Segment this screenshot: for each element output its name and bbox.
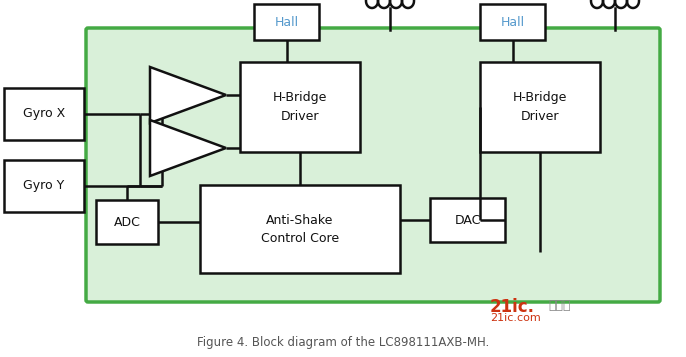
FancyBboxPatch shape xyxy=(86,28,660,302)
Polygon shape xyxy=(150,67,226,123)
Text: Gyro X: Gyro X xyxy=(23,107,65,121)
Bar xyxy=(4,88,84,140)
Bar xyxy=(4,160,84,212)
Text: Anti-Shake
Control Core: Anti-Shake Control Core xyxy=(261,213,339,245)
Text: 21ic.com: 21ic.com xyxy=(490,313,541,323)
Text: H-Bridge
Driver: H-Bridge Driver xyxy=(513,91,567,122)
Text: 21ic.: 21ic. xyxy=(490,298,535,316)
Text: ADC: ADC xyxy=(114,216,141,228)
Bar xyxy=(96,200,158,244)
Bar xyxy=(200,185,400,273)
Text: H-Bridge
Driver: H-Bridge Driver xyxy=(273,91,327,122)
Text: Hall: Hall xyxy=(274,15,298,29)
Text: DAC: DAC xyxy=(454,213,481,226)
Bar xyxy=(254,4,319,40)
Bar xyxy=(240,62,360,152)
Text: Hall: Hall xyxy=(501,15,525,29)
Text: 电子网: 电子网 xyxy=(548,299,571,312)
Polygon shape xyxy=(150,120,226,176)
Bar xyxy=(480,62,600,152)
Text: Gyro Y: Gyro Y xyxy=(23,180,64,192)
Bar xyxy=(430,198,505,242)
Bar xyxy=(480,4,545,40)
Text: Figure 4. Block diagram of the LC898111AXB-MH.: Figure 4. Block diagram of the LC898111A… xyxy=(197,336,489,349)
